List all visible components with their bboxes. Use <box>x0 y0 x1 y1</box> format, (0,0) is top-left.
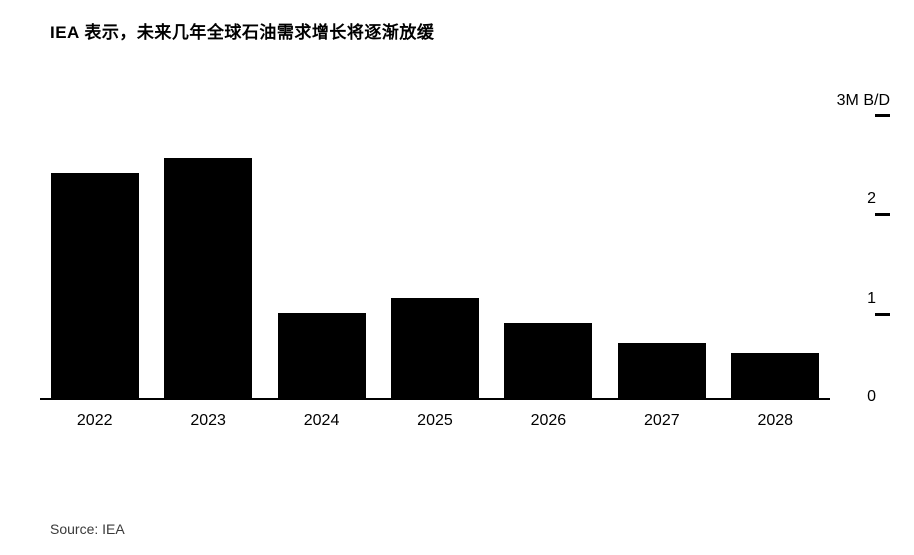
bar-2027 <box>618 343 706 398</box>
x-axis-label-2027: 2027 <box>644 412 680 430</box>
bars-container: 2022 2023 2024 2025 2026 2027 <box>40 98 830 398</box>
y-axis-tick-label-0: 0 <box>856 388 876 406</box>
y-axis-tick-label-2: 2 <box>856 190 876 208</box>
x-axis-label-2025: 2025 <box>417 412 453 430</box>
chart-title: IEA 表示，未来几年全球石油需求增长将逐渐放缓 <box>50 18 434 43</box>
bar-2023 <box>164 158 252 398</box>
plot-area: 2022 2023 2024 2025 2026 2027 <box>40 100 830 400</box>
bar-slot-2027: 2027 <box>617 343 706 398</box>
bar-slot-2026: 2026 <box>504 323 593 398</box>
source-label: Source: IEA <box>50 521 125 537</box>
bar-2025 <box>391 298 479 398</box>
x-axis-label-2026: 2026 <box>531 412 567 430</box>
bar-slot-2023: 2023 <box>163 158 252 398</box>
page: IEA 表示，未来几年全球石油需求增长将逐渐放缓 3M B/D 2 1 0 20… <box>0 0 914 555</box>
bar-2022 <box>51 173 139 398</box>
x-axis-label-2023: 2023 <box>190 412 226 430</box>
bar-slot-2025: 2025 <box>390 298 479 398</box>
bar-2028 <box>731 353 819 398</box>
bar-2026 <box>504 323 592 398</box>
x-axis-label-2022: 2022 <box>77 412 113 430</box>
bar-slot-2028: 2028 <box>731 353 820 398</box>
y-axis-tick-mark-3 <box>875 114 890 117</box>
y-axis-unit-label: 3M B/D <box>837 92 890 110</box>
x-axis-label-2024: 2024 <box>304 412 340 430</box>
x-axis-baseline <box>40 398 830 400</box>
bar-2024 <box>278 313 366 398</box>
y-axis-tick-mark-1 <box>875 313 890 316</box>
y-axis-tick-mark-2 <box>875 213 890 216</box>
bar-slot-2022: 2022 <box>50 173 139 398</box>
y-axis-tick-label-1: 1 <box>856 290 876 308</box>
x-axis-label-2028: 2028 <box>757 412 793 430</box>
bar-slot-2024: 2024 <box>277 313 366 398</box>
